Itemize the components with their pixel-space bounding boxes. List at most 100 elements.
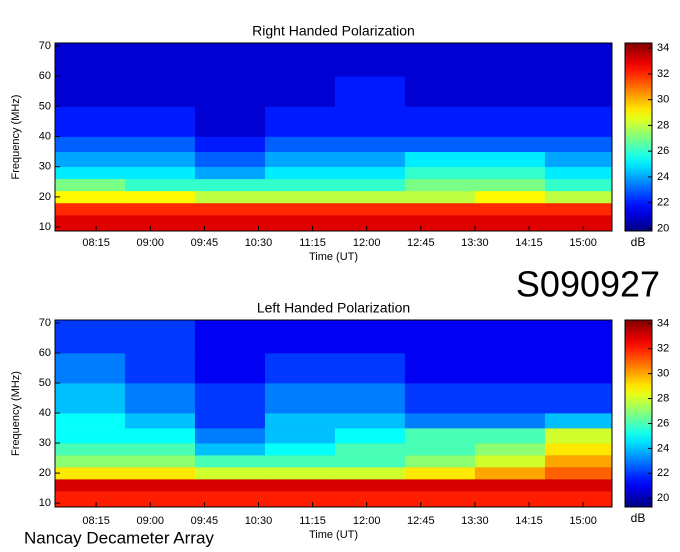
heat-cell	[474, 76, 546, 107]
heat-cell	[544, 151, 613, 168]
heat-cell	[544, 353, 613, 384]
y-tick-label: 40	[39, 130, 51, 142]
heat-cell	[474, 479, 546, 492]
heat-cell	[334, 190, 406, 204]
heat-cell	[474, 320, 546, 354]
heat-cell	[264, 178, 336, 192]
heat-cell	[544, 455, 613, 468]
heat-cell	[544, 428, 613, 444]
heat-cell	[264, 136, 336, 152]
heat-cell	[55, 106, 126, 137]
annotation: S090927	[516, 264, 660, 305]
heat-cell	[544, 383, 613, 414]
x-tick-label: 11:15	[299, 515, 326, 527]
heat-cell	[404, 106, 476, 137]
heat-cell	[124, 428, 196, 444]
heat-cell	[194, 106, 266, 137]
heat-cell	[55, 353, 126, 384]
heat-cell	[194, 413, 266, 429]
heat-cell	[334, 491, 406, 508]
heat-cell	[334, 106, 406, 137]
x-tick-label: 09:45	[191, 237, 219, 249]
heat-cell	[334, 383, 406, 414]
heat-cell	[474, 491, 546, 508]
y-tick-label: 50	[39, 100, 51, 112]
y-tick-label: 50	[39, 377, 51, 389]
heat-cell	[124, 151, 196, 168]
heat-cell	[194, 383, 266, 414]
heat-cell	[404, 190, 476, 204]
heat-cell	[55, 383, 126, 414]
heat-cell	[334, 166, 406, 180]
heat-cell	[194, 215, 266, 232]
heat-cell	[334, 320, 406, 354]
heat-cell	[194, 320, 266, 354]
heat-cell	[55, 43, 126, 77]
heat-cell	[194, 43, 266, 77]
colorbar-tick-label: 22	[657, 467, 669, 479]
heat-cell	[404, 43, 476, 77]
heat-cell	[334, 413, 406, 429]
heat-cell	[544, 443, 613, 456]
heat-cell	[124, 166, 196, 180]
heat-cell	[264, 479, 336, 492]
heat-cell	[544, 467, 613, 480]
heat-cell	[334, 479, 406, 492]
heat-cell	[124, 178, 196, 192]
heat-cell	[124, 320, 196, 354]
heat-cell	[474, 215, 546, 232]
colorbar-tick-label: 24	[657, 442, 669, 454]
heat-cell	[264, 455, 336, 468]
x-tick-label: 13:30	[461, 237, 489, 249]
heat-cell	[264, 428, 336, 444]
heat-cell	[404, 467, 476, 480]
heat-cell	[55, 190, 126, 204]
colorbar	[624, 319, 653, 508]
heat-cell	[124, 136, 196, 152]
x-tick-label: 09:00	[136, 237, 164, 249]
colorbar-label: dB	[631, 235, 646, 249]
colorbar-tick-label: 20	[657, 492, 669, 504]
y-tick-label: 40	[39, 407, 51, 419]
heat-cell	[334, 215, 406, 232]
heat-cell	[124, 190, 196, 204]
heat-cell	[404, 76, 476, 107]
heat-cell	[264, 166, 336, 180]
heat-cell	[404, 320, 476, 354]
heat-cell	[334, 467, 406, 480]
heat-cell	[334, 353, 406, 384]
y-tick-label: 20	[39, 467, 51, 479]
colorbar-tick-label: 20	[657, 222, 669, 234]
heat-cell	[194, 467, 266, 480]
heat-cell	[544, 320, 613, 354]
colorbar-tick-label: 26	[657, 145, 669, 157]
heat-cell	[404, 215, 476, 232]
heat-cell	[124, 353, 196, 384]
heat-cell	[55, 491, 126, 508]
heat-cell	[264, 106, 336, 137]
heat-cell	[55, 428, 126, 444]
heat-cell	[474, 413, 546, 429]
heat-cell	[194, 455, 266, 468]
heat-cell	[474, 353, 546, 384]
y-axis-label: Frequency (MHz)	[10, 371, 22, 456]
heat-cell	[544, 43, 613, 77]
heat-cell	[55, 202, 126, 216]
heat-cell	[194, 353, 266, 384]
x-tick-label: 09:00	[136, 515, 164, 527]
y-tick-label: 60	[39, 70, 51, 82]
colorbar-tick-label: 28	[657, 119, 669, 131]
heat-cell	[55, 467, 126, 480]
heat-cell	[544, 76, 613, 107]
heat-cell	[55, 215, 126, 232]
heat-cell	[404, 491, 476, 508]
heat-cell	[124, 491, 196, 508]
y-tick-label: 30	[39, 161, 51, 173]
heat-cell	[544, 106, 613, 137]
colorbar-label: dB	[631, 511, 646, 525]
heat-cell	[544, 479, 613, 492]
heat-cell	[404, 428, 476, 444]
heat-cell	[124, 443, 196, 456]
y-tick-label: 60	[39, 347, 51, 359]
heat-cell	[404, 353, 476, 384]
